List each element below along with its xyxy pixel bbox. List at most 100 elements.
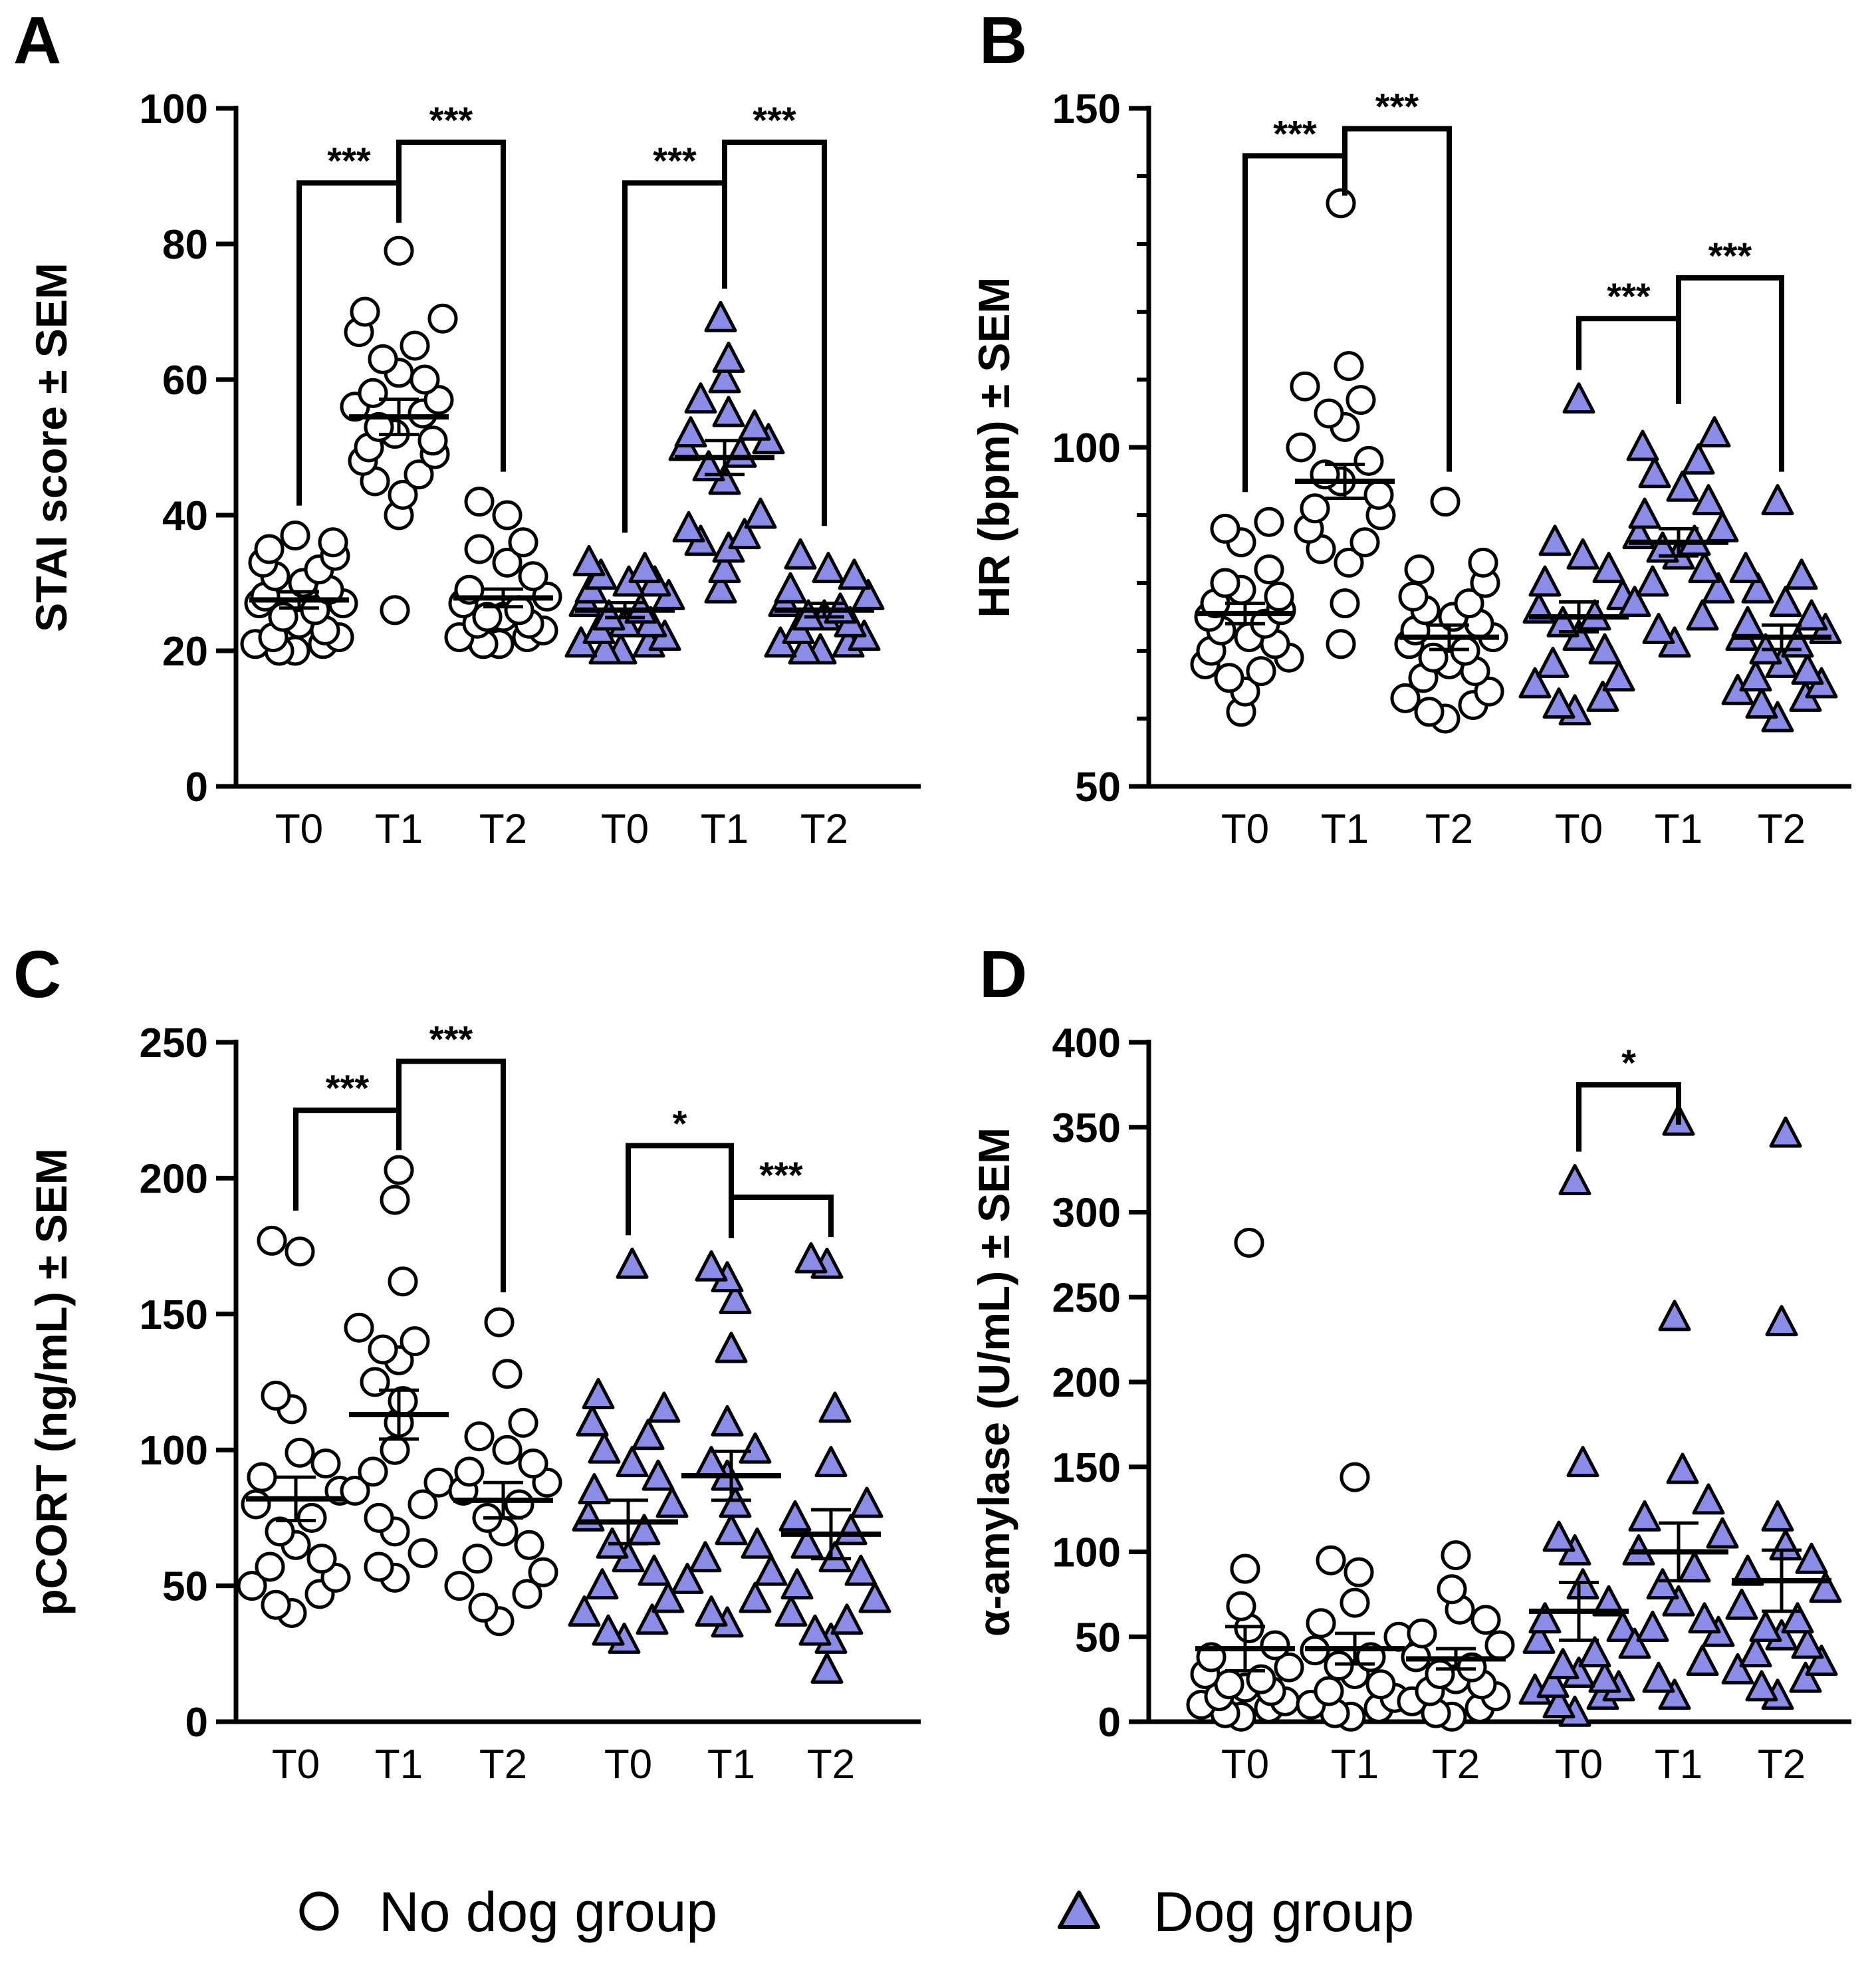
data-point-no-dog	[1330, 588, 1360, 619]
data-point-no-dog	[364, 1502, 394, 1533]
data-point-no-dog	[512, 1579, 542, 1609]
data-point-no-dog	[504, 595, 534, 626]
data-point-no-dog	[1454, 588, 1484, 619]
x-category-label: T2	[1758, 806, 1806, 852]
panel-B: B HR (bpm) ± SEM 50 100 150 T0 T1 T2 T0 T1 T2 *** **…	[969, 3, 1851, 852]
y-tick-label: 80	[162, 222, 208, 268]
data-point-dog	[1692, 484, 1725, 516]
significance-bracket	[1676, 275, 1784, 472]
data-point-dog	[586, 1568, 619, 1600]
data-point-no-dog	[404, 459, 434, 490]
significance-label: ***	[1375, 86, 1419, 128]
data-point-no-dog	[504, 1489, 534, 1520]
data-point-dog	[1785, 558, 1818, 590]
data-point-dog	[1769, 586, 1802, 618]
data-point-no-dog	[380, 595, 410, 626]
data-point-dog	[572, 544, 606, 576]
data-point-dog	[1721, 1653, 1754, 1684]
data-point-dog	[810, 1652, 844, 1684]
y-tick-label: 50	[1075, 1615, 1121, 1661]
x-category-label: T1	[701, 806, 749, 852]
data-point-dog	[1542, 687, 1576, 719]
data-point-no-dog	[340, 1476, 370, 1506]
data-point-dog	[738, 409, 771, 441]
y-tick-label: 100	[1052, 425, 1121, 471]
legend-marker-dog-group	[1058, 1891, 1100, 1929]
data-point-no-dog	[1326, 188, 1356, 219]
y-tick-label: 400	[1052, 1020, 1121, 1066]
data-point-dog	[712, 396, 745, 427]
x-category-label: T1	[707, 1742, 755, 1788]
y-tick-label: 0	[185, 764, 208, 810]
y-tick-label: 50	[1075, 764, 1121, 810]
data-point-no-dog	[1274, 1652, 1304, 1682]
x-category-label: T1	[1331, 1742, 1379, 1788]
data-point-dog	[572, 1500, 605, 1532]
data-point-dog	[1566, 538, 1599, 570]
data-point-no-dog	[1306, 1608, 1336, 1639]
x-category-label: T0	[275, 806, 323, 852]
data-point-no-dog	[472, 602, 503, 632]
data-point-no-dog	[1314, 1676, 1344, 1706]
x-category-label: T0	[1221, 806, 1269, 852]
data-point-dog	[1781, 1602, 1814, 1634]
data-point-no-dog	[261, 1589, 291, 1620]
data-point-no-dog	[318, 527, 348, 558]
data-point-dog	[1628, 497, 1661, 529]
legend-label-no-dog-group: No dog group	[379, 1881, 717, 1943]
y-tick-label: 200	[140, 1156, 208, 1202]
data-point-dog	[1682, 443, 1715, 475]
significance-label: ***	[1708, 235, 1752, 277]
data-point-no-dog	[464, 534, 495, 564]
panel-letter-C: C	[13, 937, 61, 1012]
data-point-no-dog	[1334, 547, 1364, 578]
data-point-dog	[672, 511, 705, 542]
data-point-no-dog	[1264, 581, 1294, 612]
data-point-dog	[755, 1554, 788, 1586]
data-point-no-dog	[400, 330, 430, 361]
data-point-no-dog	[261, 1380, 291, 1411]
data-point-dog	[578, 1473, 611, 1505]
data-point-dog	[636, 1603, 669, 1635]
data-point-dog	[774, 572, 807, 604]
significance-label: ***	[327, 140, 371, 181]
y-tick-label: 150	[140, 1292, 208, 1338]
y-axis-title: pCORT (ng/mL) ± SEM	[27, 1148, 76, 1615]
significance-label: ***	[759, 1154, 803, 1196]
data-point-dog	[1731, 1554, 1764, 1586]
significance-label: ***	[429, 99, 473, 141]
y-tick-label: 300	[1052, 1191, 1121, 1236]
x-category-label: T2	[1425, 806, 1473, 852]
data-point-dog	[632, 1419, 665, 1450]
panel-D: Dα-amylase (U/mL) ± SEM 0 50 100 150 200 250 30…	[969, 937, 1851, 1788]
data-point-dog	[715, 1331, 748, 1363]
data-point-no-dog	[1340, 1462, 1370, 1492]
data-point-no-dog	[492, 547, 523, 578]
data-point-dog	[588, 1432, 621, 1464]
data-point-dog	[1538, 524, 1572, 556]
data-point-dog	[711, 1405, 744, 1437]
data-point-no-dog	[1254, 507, 1284, 537]
data-point-no-dog	[1314, 398, 1344, 429]
data-point-dog	[1542, 1520, 1576, 1552]
data-point-no-dog	[368, 1334, 398, 1365]
x-category-label: T0	[1555, 1742, 1603, 1788]
data-point-dog	[792, 599, 825, 631]
x-category-label: T0	[1555, 806, 1603, 852]
x-category-label: T1	[1321, 806, 1369, 852]
data-point-no-dog	[358, 378, 388, 408]
y-tick-label: 100	[140, 86, 208, 132]
data-point-dog	[1692, 1483, 1725, 1515]
data-point-no-dog	[1363, 479, 1394, 510]
data-point-dog	[1791, 653, 1824, 685]
data-point-no-dog	[1234, 1227, 1264, 1258]
data-point-dog	[1588, 633, 1621, 665]
data-point-dog	[712, 341, 745, 373]
data-point-no-dog	[1344, 1557, 1374, 1587]
data-point-dog	[1636, 1610, 1669, 1642]
significance-bracket	[722, 140, 827, 526]
data-point-dog	[1592, 1585, 1625, 1617]
data-point-no-dog	[1398, 581, 1429, 612]
data-point-no-dog	[492, 1435, 523, 1465]
